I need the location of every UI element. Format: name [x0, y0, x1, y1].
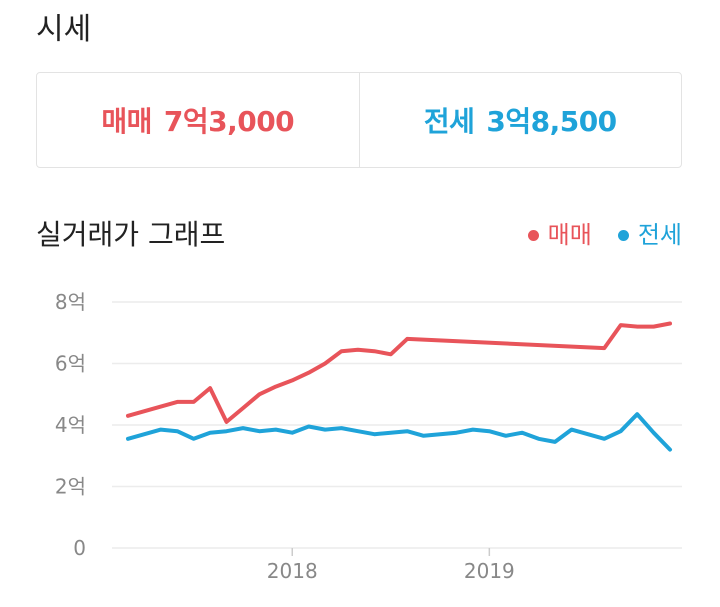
- jeonse-price-value: 3억8,500: [486, 105, 617, 138]
- jeonse-price-cell: 전세 3억8,500: [358, 73, 682, 167]
- legend-dot-sale: [527, 229, 539, 241]
- chart-legend: 매매 전세: [502, 220, 682, 250]
- y-tick-label: 6억: [55, 352, 86, 376]
- chart-title: 실거래가 그래프: [36, 218, 226, 251]
- jeonse-price-label: 전세: [423, 105, 475, 138]
- legend-dot-jeonse: [617, 229, 629, 241]
- price-line-chart: 0 2억 4억 6억 8억 2018 2019: [55, 290, 682, 583]
- legend-item-sale[interactable]: 매매: [527, 220, 592, 250]
- sale-price-line: [126, 321, 672, 424]
- x-tick-label: 2018: [267, 559, 318, 583]
- y-tick-label: 4억: [55, 413, 86, 437]
- y-tick-label: 0: [73, 536, 86, 560]
- section-title: 시세: [36, 12, 92, 47]
- x-tick-label: 2019: [464, 559, 515, 583]
- legend-label-jeonse: 전세: [637, 221, 682, 249]
- sale-price-cell: 매매 7억3,000: [37, 73, 359, 167]
- legend-label-sale: 매매: [547, 221, 592, 249]
- legend-item-jeonse[interactable]: 전세: [617, 220, 682, 250]
- y-tick-label: 8억: [55, 290, 86, 314]
- jeonse-price-line: [126, 412, 672, 452]
- sale-price-label: 매매: [101, 105, 152, 138]
- y-tick-label: 2억: [55, 475, 86, 499]
- sale-price-value: 7억3,000: [163, 105, 295, 138]
- price-summary-box: 매매 7억3,000 전세 3억8,500: [36, 72, 682, 168]
